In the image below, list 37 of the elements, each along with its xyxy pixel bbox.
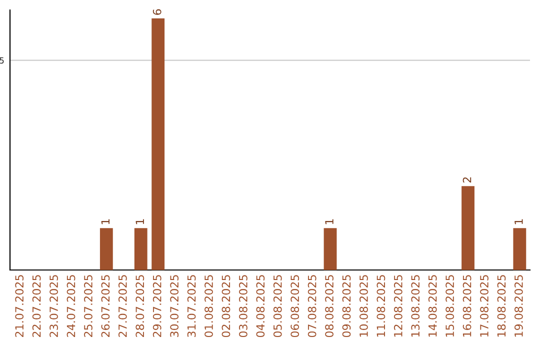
data-label: 1 <box>514 219 523 224</box>
y-tick-label: 5 <box>0 57 4 64</box>
x-tick-label: 22.07.2025 <box>32 275 41 337</box>
x-tick-label: 03.08.2025 <box>238 275 248 338</box>
x-tick-label: 24.07.2025 <box>66 275 76 337</box>
x-tick-label: 29.07.2025 <box>152 275 162 337</box>
x-tick-label: 12.08.2025 <box>394 275 402 337</box>
x-tick-label: 05.08.2025 <box>273 275 282 338</box>
x-tick-label: 21.07.2025 <box>15 275 24 337</box>
x-tick-label: 18.08.2025 <box>497 275 506 337</box>
data-label: 1 <box>101 219 110 224</box>
x-tick-label: 19.08.2025 <box>514 275 523 337</box>
x-tick-label: 10.08.2025 <box>360 275 368 337</box>
x-tick-label: 04.08.2025 <box>256 275 265 338</box>
x-tick-label: 09.08.2025 <box>342 275 351 338</box>
x-tick-label: 31.07.2025 <box>187 275 196 337</box>
x-tick-label: 16.08.2025 <box>462 275 472 337</box>
x-tick-label: 06.08.2025 <box>290 275 300 338</box>
x-tick-label: 27.07.2025 <box>118 275 127 337</box>
x-tick-label: 17.08.2025 <box>480 275 488 337</box>
data-label: 1 <box>325 219 334 224</box>
x-tick-label: 13.08.2025 <box>411 275 420 337</box>
x-tick-label: 14.08.2025 <box>428 275 437 337</box>
x-tick-label: 23.07.2025 <box>50 275 58 337</box>
data-label: 2 <box>462 177 472 183</box>
x-tick-label: 11.08.2025 <box>376 275 386 337</box>
x-tick-label: 15.08.2025 <box>446 275 454 337</box>
x-tick-label: 01.08.2025 <box>204 275 213 338</box>
x-tick-label: 07.08.2025 <box>308 275 316 338</box>
x-tick-label: 02.08.2025 <box>222 275 230 338</box>
data-label: 1 <box>136 219 144 224</box>
data-label: 6 <box>152 9 162 15</box>
x-tick-label: 25.07.2025 <box>84 275 92 337</box>
x-tick-label: 26.07.2025 <box>101 275 110 337</box>
x-tick-label: 30.07.2025 <box>170 275 179 337</box>
x-tick-label: 08.08.2025 <box>325 275 334 338</box>
x-tick-label: 28.07.2025 <box>136 275 144 337</box>
